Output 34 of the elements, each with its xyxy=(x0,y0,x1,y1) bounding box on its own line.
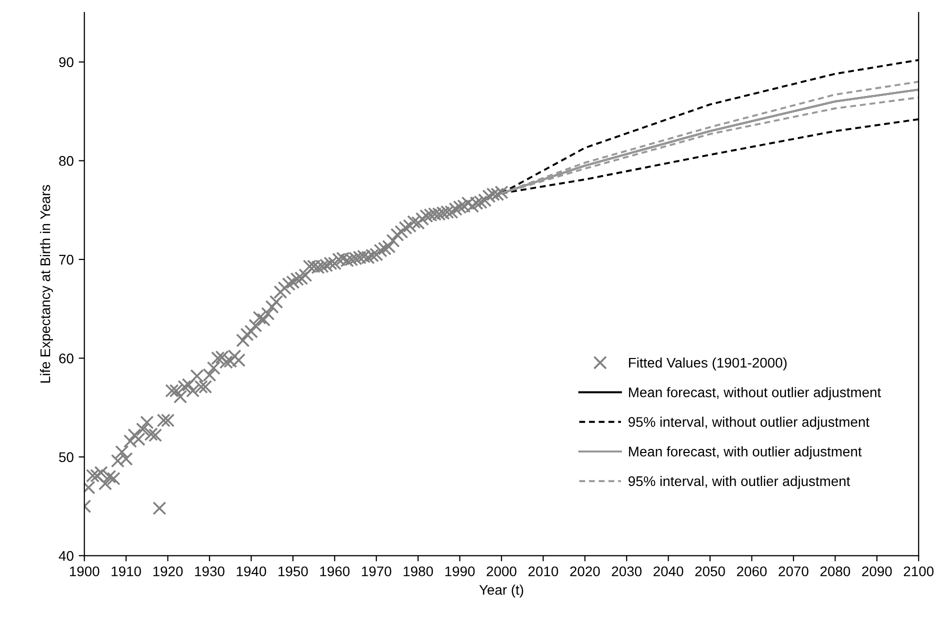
x-tick-label: 2100 xyxy=(904,566,934,576)
x-tick-label: 2080 xyxy=(820,566,850,576)
x-tick-label: 1970 xyxy=(362,566,392,576)
x-tick-label: 2060 xyxy=(737,566,767,576)
x-tick-label: 2050 xyxy=(695,566,725,576)
legend-label: 95% interval, without outlier adjustment xyxy=(628,416,870,430)
legend-label: 95% interval, with outlier adjustment xyxy=(628,476,850,489)
y-tick-label: 70 xyxy=(59,254,74,265)
x-tick-label: 1950 xyxy=(278,566,308,576)
x-tick-label: 2070 xyxy=(778,566,808,576)
y-axis-title: Life Expectancy at Birth in Years xyxy=(40,185,53,383)
y-tick-label: 50 xyxy=(59,452,74,462)
y-tick-label: 90 xyxy=(59,57,74,68)
y-tick-label: 60 xyxy=(59,354,74,364)
x-tick-label: 1990 xyxy=(445,566,475,576)
y-tick-label: 80 xyxy=(59,156,74,166)
x-tick-label: 2020 xyxy=(570,566,600,576)
x-tick-label: 1960 xyxy=(320,566,350,576)
x-tick-label: 2090 xyxy=(862,566,892,576)
legend-label: Mean forecast, with outlier adjustment xyxy=(629,446,862,460)
x-tick-label: 2040 xyxy=(654,566,684,576)
x-tick-label: 2030 xyxy=(612,566,642,576)
x-tick-label: 1900 xyxy=(70,566,100,576)
x-tick-label: 1910 xyxy=(112,566,141,576)
legend-label: Fitted Values (1901-2000) xyxy=(629,357,787,370)
y-tick-label: 40 xyxy=(58,550,74,561)
x-tick-label: 1930 xyxy=(195,566,224,576)
x-tick-label: 1980 xyxy=(404,566,433,576)
x-tick-label: 2000 xyxy=(486,566,516,576)
x-tick-label: 1940 xyxy=(236,566,266,576)
x-axis-title: Year (t) xyxy=(479,584,524,598)
x-tick-label: 2010 xyxy=(528,566,558,576)
legend-label: Mean forecast, without outlier adjustment xyxy=(629,387,881,400)
x-tick-label: 1920 xyxy=(153,566,183,576)
